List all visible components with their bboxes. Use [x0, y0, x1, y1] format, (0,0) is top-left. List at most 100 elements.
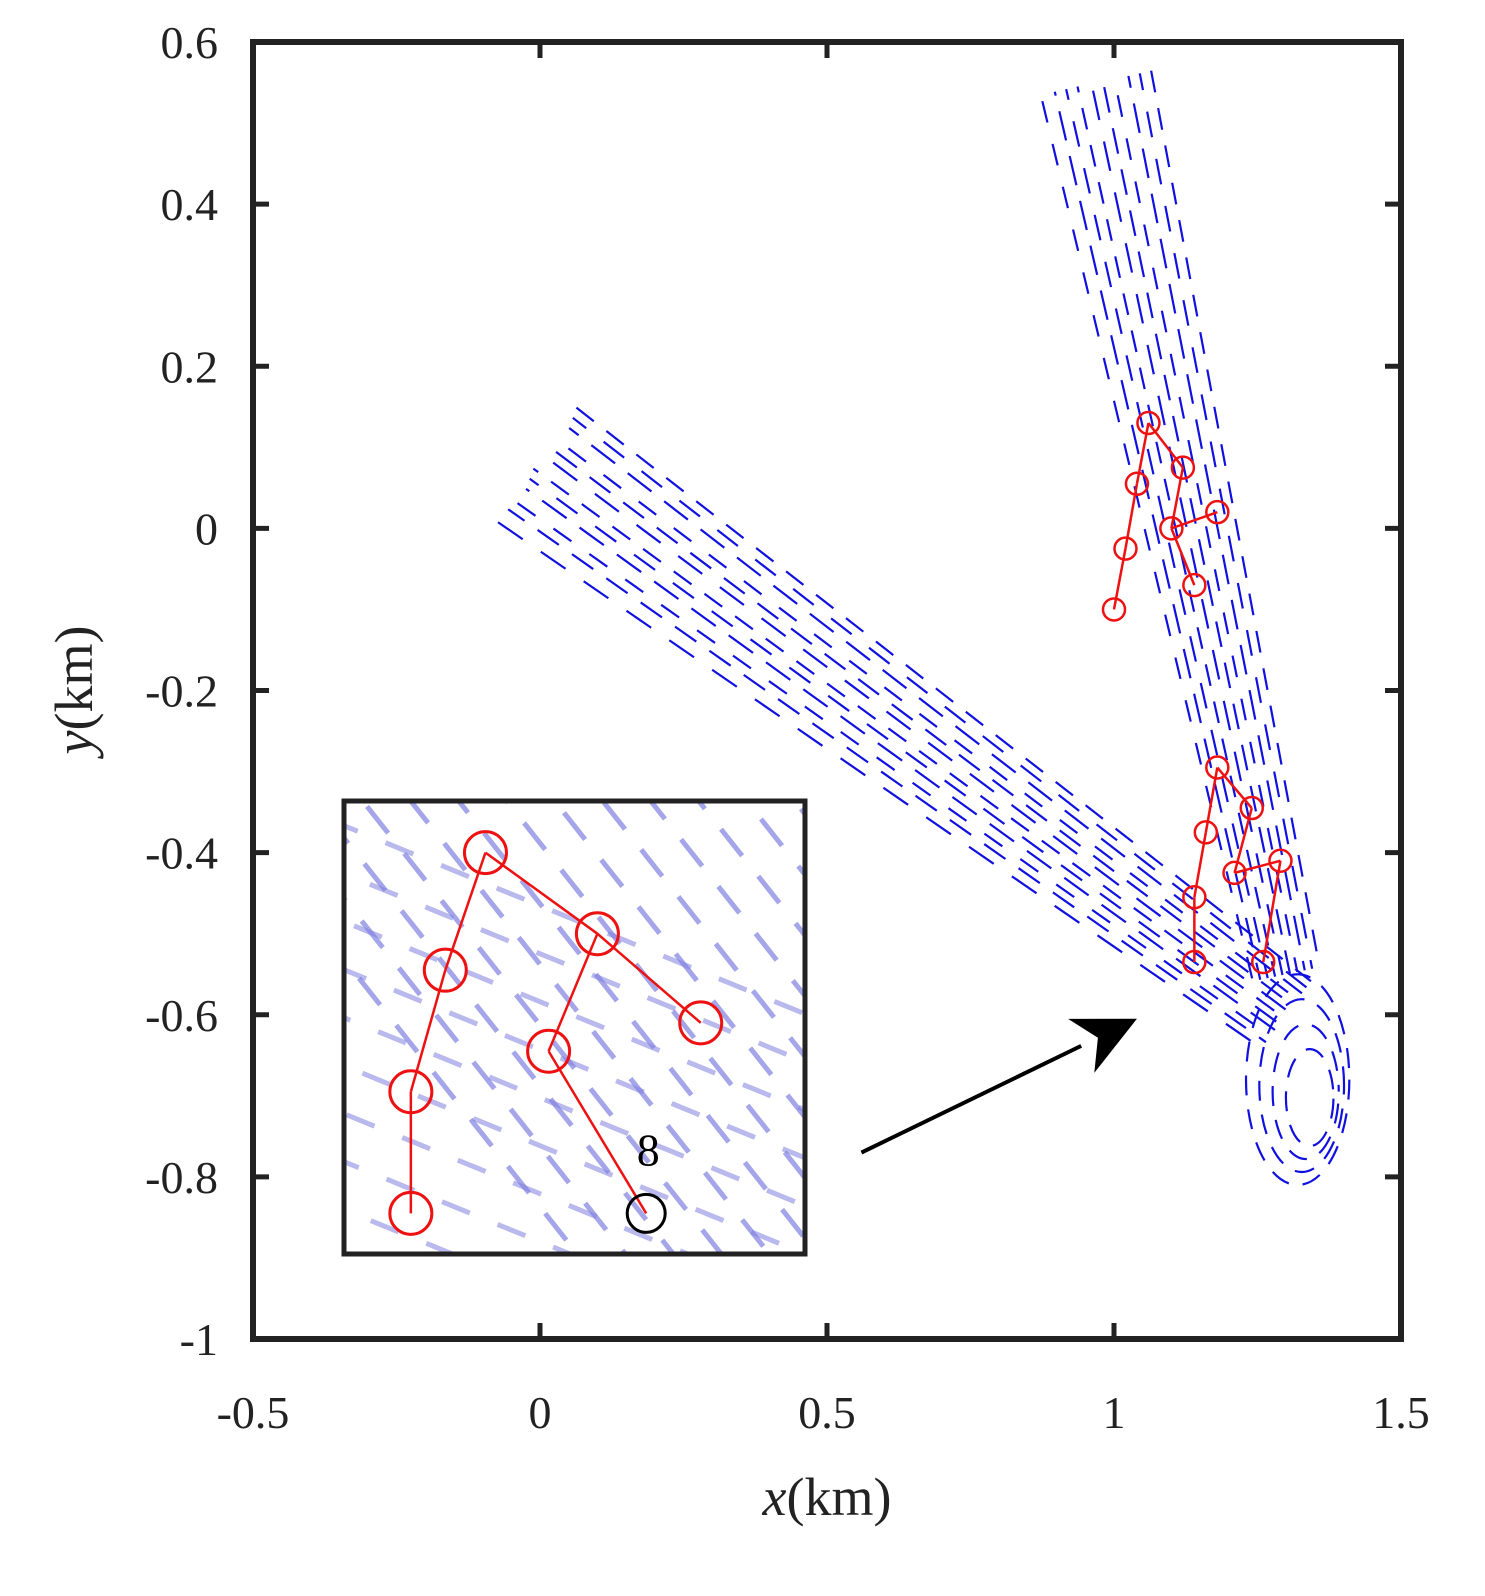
swarm-vertical-lane [1090, 83, 1284, 976]
inset-target-node [625, 1192, 667, 1234]
y-tick-label: -0.4 [145, 828, 218, 879]
y-axis-var: y [44, 730, 104, 759]
x-axis-var: x [762, 1467, 787, 1527]
inset-lane-steep [344, 833, 677, 1254]
inset-lane-shallow [344, 967, 805, 1161]
inset-lane-shallow [344, 919, 805, 1113]
inset-lane-steep [344, 894, 629, 1254]
inset-formation-node [422, 947, 468, 993]
x-tick-label: 0.5 [798, 1387, 856, 1438]
inset-formation-node [388, 1190, 434, 1236]
inset-lane-steep [551, 801, 805, 1122]
loiter-circle [1258, 998, 1346, 1174]
swarm-vertical-lane [1039, 94, 1254, 982]
inset-lane-shallow [330, 1300, 820, 1500]
formation-lower-node [1268, 848, 1293, 873]
swarm-diagonal-lane [550, 447, 1294, 1007]
swarm-diagonal-lane [568, 427, 1303, 995]
inset-background [344, 801, 805, 1254]
formation-lower-node [1222, 860, 1247, 886]
formation-upper-link [1170, 527, 1196, 586]
y-tick-label: 0 [195, 503, 218, 554]
formation-lower-node [1182, 949, 1207, 975]
formation-upper-node [1159, 516, 1184, 541]
formation-upper-node [1136, 410, 1161, 436]
inset-lane-steep [407, 801, 773, 1254]
formation-lower-node [1205, 755, 1230, 780]
swarm-vertical-lane [1053, 91, 1262, 980]
swarm-vertical-lane [1065, 88, 1269, 979]
inset-target-link [547, 1050, 648, 1214]
formation-upper-node [1113, 536, 1138, 561]
formation-lower-node [1239, 795, 1265, 821]
axes: -0.5 0 0.5 1 1.5 -1 -0.8 -0.6 -0.4 -0.2 0 0.2 0.4 0.6 [145, 17, 1430, 1438]
y-tick-label: -0.2 [145, 666, 218, 717]
inset-lane-shallow [344, 1015, 805, 1209]
inset-formation-node [462, 830, 508, 876]
swarm-diagonal-lane [507, 508, 1267, 1044]
arrow-head [1068, 1018, 1137, 1073]
x-axis-unit: (km) [787, 1467, 892, 1527]
y-tick-label: -0.8 [145, 1152, 218, 1203]
y-tick-label: -1 [180, 1314, 218, 1365]
inset-formation-node [526, 1028, 572, 1074]
formation-upper-node [1101, 597, 1127, 622]
swarm-diagonal-lane [575, 406, 1312, 983]
loiter-circle [1284, 1048, 1335, 1148]
formation-upper-node [1182, 572, 1207, 598]
formation-lower-link [1234, 859, 1281, 875]
y-axis-unit: (km) [44, 626, 104, 731]
swarm-vertical-lane [1076, 86, 1277, 977]
formation-upper-node [1124, 471, 1150, 497]
y-tick-label: 0.4 [161, 179, 219, 230]
inset-lane-shallow [344, 823, 805, 1017]
formation-upper-node [1205, 499, 1230, 525]
formation-layer [1101, 410, 1293, 975]
formation-upper-link [1147, 422, 1184, 469]
formation-lower-node [1250, 949, 1276, 975]
inset-formation-link [596, 932, 702, 1024]
zoom-arrow [860, 1018, 1137, 1155]
loiter-circle [1244, 973, 1351, 1187]
x-tick-label: -0.5 [217, 1387, 290, 1438]
y-tick-label: -0.6 [145, 990, 218, 1041]
inset-zoom: 8 [330, 798, 820, 1500]
arrow-shaft [860, 1044, 1083, 1155]
y-tick-label: 0.6 [161, 17, 219, 68]
inset-formation-link [484, 851, 599, 935]
x-tick-label: 1.5 [1372, 1387, 1430, 1438]
inset-lane-steep [503, 801, 805, 1182]
formation-upper-node [1170, 455, 1196, 480]
formation-lower-node [1193, 820, 1219, 845]
swarm-diagonal-lane [532, 467, 1285, 1019]
inset-content [330, 801, 820, 1500]
formation-upper-link [1170, 510, 1218, 530]
inset-target-label: 8 [637, 1124, 660, 1175]
formation-lower-link [1262, 860, 1282, 963]
inset-lane-steep [359, 801, 725, 1254]
inset-lane-steep [599, 801, 805, 1061]
swarm-vertical-lane [1138, 73, 1314, 969]
swarm-diagonal-lane [529, 477, 1281, 1025]
x-tick-label: 1 [1103, 1387, 1126, 1438]
inset-formation-node [388, 1069, 434, 1115]
formation-lower-node [1182, 884, 1207, 910]
formation-lower-link [1216, 766, 1253, 809]
swarm-diagonal-lane [511, 498, 1272, 1037]
loiter-circle [1271, 1023, 1340, 1161]
x-axis-label: x(km) [762, 1467, 892, 1527]
swarm-vertical-lane [1113, 78, 1299, 973]
inset-formation-node [678, 1000, 724, 1046]
inset-lane-shallow [330, 1252, 820, 1452]
swarm-vertical-lane [1101, 80, 1291, 974]
swarm-diagonal-lane [554, 437, 1299, 1001]
y-tick-label: 0.2 [161, 341, 219, 392]
y-axis-label: y(km) [44, 626, 104, 760]
inset-frame [341, 798, 808, 1257]
inset-lane-steep [455, 801, 805, 1243]
swarm-diagonal-lane [525, 488, 1276, 1031]
inset-lane-steep [743, 801, 805, 879]
swarm-vertical-lane [1150, 70, 1321, 968]
x-tick-label: 0 [529, 1387, 552, 1438]
